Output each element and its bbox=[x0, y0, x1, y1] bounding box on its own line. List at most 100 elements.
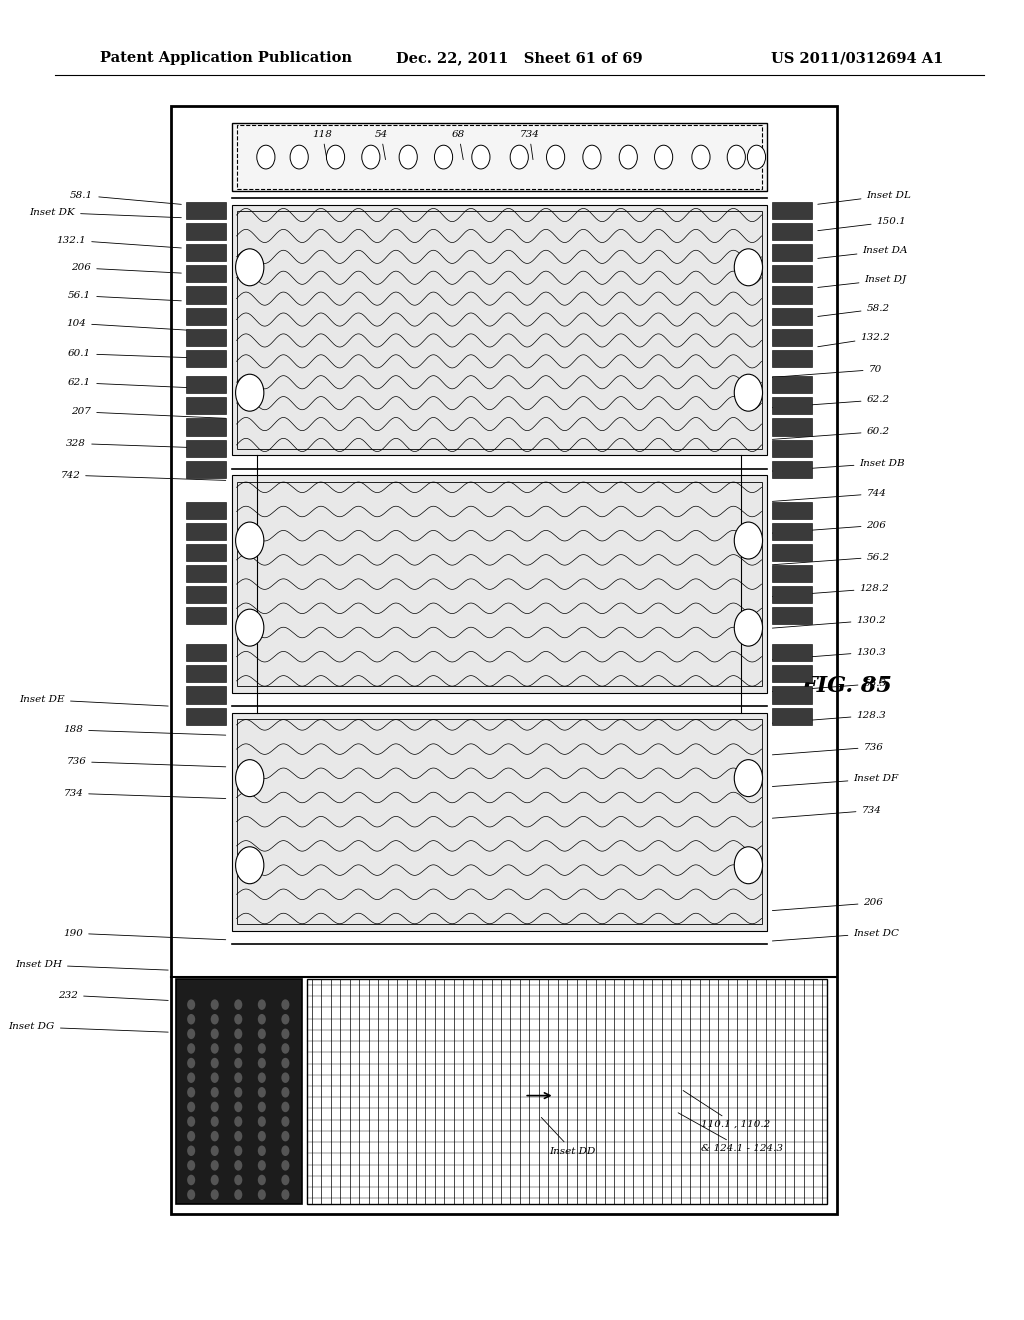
Text: Inset DJ: Inset DJ bbox=[818, 276, 906, 288]
Circle shape bbox=[282, 1057, 290, 1068]
Circle shape bbox=[734, 610, 763, 647]
Bar bbox=[231, 713, 767, 931]
Text: 206: 206 bbox=[772, 521, 887, 533]
Circle shape bbox=[361, 145, 380, 169]
Circle shape bbox=[583, 145, 601, 169]
Circle shape bbox=[282, 1014, 290, 1024]
Text: Inset DH: Inset DH bbox=[15, 961, 168, 970]
Circle shape bbox=[211, 1057, 219, 1068]
Bar bbox=[186, 397, 226, 414]
Circle shape bbox=[258, 1117, 266, 1127]
Circle shape bbox=[187, 1088, 196, 1098]
Circle shape bbox=[734, 248, 763, 286]
Text: Inset DE: Inset DE bbox=[19, 696, 168, 706]
Circle shape bbox=[211, 999, 219, 1010]
Text: 206: 206 bbox=[72, 264, 181, 273]
Circle shape bbox=[234, 1043, 243, 1053]
Text: & 124.1 - 124.3: & 124.1 - 124.3 bbox=[678, 1113, 783, 1152]
Bar bbox=[772, 565, 812, 582]
Bar bbox=[772, 644, 812, 661]
Bar bbox=[772, 376, 812, 393]
Circle shape bbox=[234, 1088, 243, 1098]
Text: 328: 328 bbox=[67, 440, 225, 449]
Bar bbox=[186, 461, 226, 478]
Circle shape bbox=[234, 1117, 243, 1127]
Bar bbox=[176, 979, 302, 1204]
Circle shape bbox=[211, 1146, 219, 1156]
Circle shape bbox=[187, 1175, 196, 1185]
Text: Inset DB: Inset DB bbox=[772, 459, 905, 471]
Text: 104: 104 bbox=[67, 319, 225, 333]
Circle shape bbox=[282, 999, 290, 1010]
Bar bbox=[772, 244, 812, 261]
Bar bbox=[237, 211, 762, 449]
Bar bbox=[186, 202, 226, 219]
Circle shape bbox=[211, 1131, 219, 1142]
Bar bbox=[186, 644, 226, 661]
Circle shape bbox=[236, 610, 264, 647]
Bar bbox=[772, 523, 812, 540]
Bar bbox=[171, 106, 838, 1214]
Text: Inset DD: Inset DD bbox=[542, 1118, 596, 1155]
Circle shape bbox=[282, 1189, 290, 1200]
Text: 56.1: 56.1 bbox=[69, 292, 181, 301]
Circle shape bbox=[282, 1117, 290, 1127]
Circle shape bbox=[258, 1131, 266, 1142]
Circle shape bbox=[258, 1014, 266, 1024]
Text: Inset DK: Inset DK bbox=[30, 209, 181, 218]
Circle shape bbox=[282, 1102, 290, 1113]
Bar bbox=[186, 544, 226, 561]
Circle shape bbox=[282, 1072, 290, 1082]
Circle shape bbox=[211, 1189, 219, 1200]
Text: 128.3: 128.3 bbox=[772, 711, 886, 723]
Bar bbox=[772, 708, 812, 725]
Text: Dec. 22, 2011   Sheet 61 of 69: Dec. 22, 2011 Sheet 61 of 69 bbox=[396, 51, 643, 65]
Circle shape bbox=[258, 1189, 266, 1200]
Bar bbox=[186, 607, 226, 624]
Circle shape bbox=[258, 1102, 266, 1113]
Circle shape bbox=[211, 1175, 219, 1185]
Circle shape bbox=[734, 847, 763, 884]
Text: Inset DC: Inset DC bbox=[772, 929, 899, 941]
Bar bbox=[772, 586, 812, 603]
Text: 110.1 , 110.2: 110.1 , 110.2 bbox=[683, 1090, 770, 1129]
Circle shape bbox=[187, 1014, 196, 1024]
Text: Patent Application Publication: Patent Application Publication bbox=[100, 51, 352, 65]
Bar bbox=[186, 440, 226, 457]
Circle shape bbox=[234, 1131, 243, 1142]
Bar bbox=[772, 502, 812, 519]
Bar bbox=[772, 544, 812, 561]
Circle shape bbox=[187, 1072, 196, 1082]
Circle shape bbox=[258, 1057, 266, 1068]
Bar bbox=[186, 586, 226, 603]
Circle shape bbox=[620, 145, 637, 169]
Bar bbox=[186, 665, 226, 682]
Text: 207: 207 bbox=[72, 408, 225, 418]
Text: Inset DA: Inset DA bbox=[818, 247, 908, 259]
Circle shape bbox=[234, 1014, 243, 1024]
Bar bbox=[231, 123, 767, 191]
Text: 736: 736 bbox=[772, 743, 884, 755]
Text: 734: 734 bbox=[772, 807, 882, 818]
Circle shape bbox=[187, 1028, 196, 1039]
Circle shape bbox=[211, 1043, 219, 1053]
Bar bbox=[772, 350, 812, 367]
Bar bbox=[186, 686, 226, 704]
Circle shape bbox=[258, 1160, 266, 1171]
Bar bbox=[772, 440, 812, 457]
Circle shape bbox=[282, 1131, 290, 1142]
Circle shape bbox=[234, 1072, 243, 1082]
Circle shape bbox=[472, 145, 489, 169]
Circle shape bbox=[234, 1189, 243, 1200]
Circle shape bbox=[187, 1146, 196, 1156]
Circle shape bbox=[258, 1043, 266, 1053]
Circle shape bbox=[327, 145, 345, 169]
Circle shape bbox=[282, 1160, 290, 1171]
Text: 150.1: 150.1 bbox=[818, 218, 906, 231]
Text: 68: 68 bbox=[452, 129, 465, 160]
Bar bbox=[772, 607, 812, 624]
Text: FIG. 85: FIG. 85 bbox=[802, 676, 893, 697]
Circle shape bbox=[236, 248, 264, 286]
Text: 132.1: 132.1 bbox=[56, 236, 181, 248]
Circle shape bbox=[654, 145, 673, 169]
